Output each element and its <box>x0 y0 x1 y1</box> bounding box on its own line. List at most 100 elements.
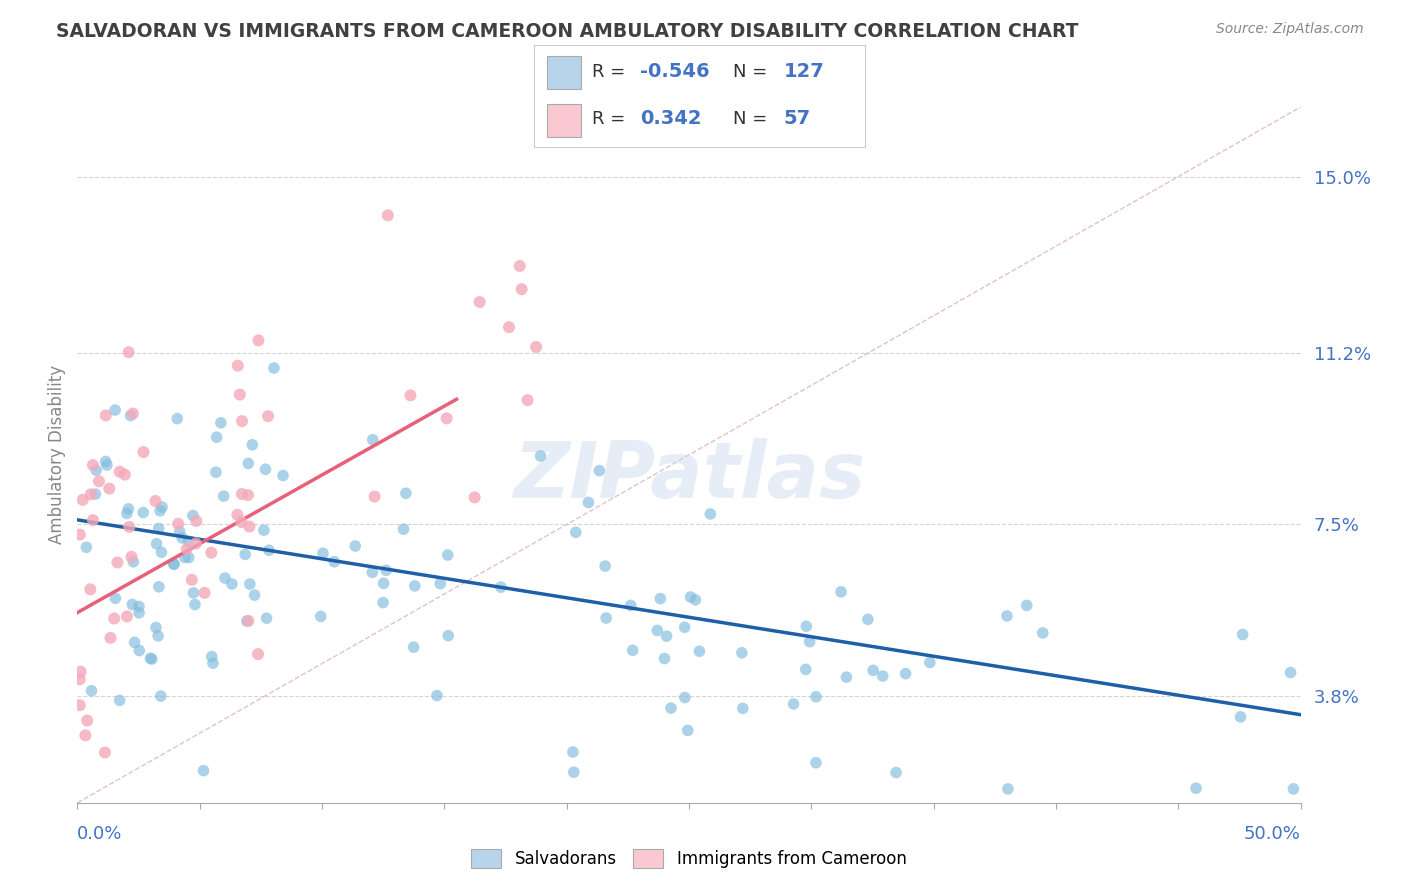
Point <box>498 320 520 334</box>
Point <box>247 647 270 661</box>
Point <box>673 620 696 634</box>
Point <box>107 556 129 570</box>
Text: N =: N = <box>733 110 772 128</box>
Point <box>79 582 101 597</box>
Point <box>87 475 110 489</box>
Point <box>995 608 1018 623</box>
Point <box>655 629 678 643</box>
Point <box>588 464 610 478</box>
Point <box>468 295 491 310</box>
Point <box>344 539 367 553</box>
Text: R =: R = <box>592 110 631 128</box>
Point <box>884 765 907 780</box>
Point <box>229 387 252 401</box>
Point <box>361 433 384 447</box>
Point <box>167 516 190 531</box>
Point <box>593 559 616 574</box>
Point <box>104 403 127 417</box>
Point <box>84 463 107 477</box>
Point <box>98 482 121 496</box>
FancyBboxPatch shape <box>547 104 581 137</box>
Point <box>128 606 150 620</box>
Point <box>169 524 191 539</box>
Point <box>679 590 702 604</box>
Text: N =: N = <box>733 62 772 81</box>
Point <box>180 573 202 587</box>
Point <box>231 414 253 428</box>
Point <box>1229 710 1251 724</box>
Point <box>254 462 277 476</box>
Point <box>1015 599 1038 613</box>
Point <box>830 585 852 599</box>
Point <box>856 612 879 626</box>
Point <box>150 500 173 514</box>
Point <box>565 525 588 540</box>
Point <box>124 635 146 649</box>
Y-axis label: Ambulatory Disability: Ambulatory Disability <box>48 366 66 544</box>
Point <box>69 665 91 679</box>
Point <box>177 550 200 565</box>
Point <box>80 683 103 698</box>
Point <box>139 651 162 665</box>
Point <box>121 549 143 564</box>
Point <box>75 728 97 742</box>
FancyBboxPatch shape <box>547 56 581 88</box>
Point <box>685 592 707 607</box>
Point <box>212 489 235 503</box>
Point <box>166 411 188 425</box>
Point <box>894 666 917 681</box>
Point <box>69 672 91 686</box>
Point <box>145 494 167 508</box>
Point <box>731 701 754 715</box>
Point <box>794 662 817 676</box>
Point <box>238 457 260 471</box>
Point <box>94 454 117 468</box>
Point <box>804 756 827 770</box>
Point <box>464 491 486 505</box>
Point <box>862 664 884 678</box>
Point <box>436 548 458 562</box>
Point <box>654 651 676 665</box>
Point <box>72 492 94 507</box>
Point <box>184 598 207 612</box>
Point <box>804 690 827 704</box>
Point <box>128 599 150 614</box>
Point <box>676 723 699 738</box>
Point <box>510 282 533 296</box>
Point <box>794 619 817 633</box>
Point <box>271 468 294 483</box>
Point <box>146 629 169 643</box>
Point <box>150 545 173 559</box>
Point <box>231 487 253 501</box>
Point <box>247 334 270 348</box>
Point <box>193 764 215 778</box>
Point <box>437 629 460 643</box>
Text: SALVADORAN VS IMMIGRANTS FROM CAMEROON AMBULATORY DISABILITY CORRELATION CHART: SALVADORAN VS IMMIGRANTS FROM CAMEROON A… <box>56 22 1078 41</box>
Point <box>1185 781 1208 796</box>
Point <box>148 521 170 535</box>
Point <box>659 701 682 715</box>
Point <box>176 542 198 557</box>
Point <box>1282 781 1305 796</box>
Point <box>524 340 547 354</box>
Point <box>177 534 200 549</box>
Point <box>918 656 941 670</box>
Point <box>108 693 131 707</box>
Point <box>731 646 754 660</box>
Point <box>183 586 205 600</box>
Point <box>80 487 103 501</box>
Point <box>429 576 451 591</box>
Point <box>193 586 215 600</box>
Point <box>253 523 276 537</box>
Point <box>117 501 139 516</box>
Point <box>516 393 538 408</box>
Point <box>172 531 194 545</box>
Point <box>595 611 617 625</box>
Text: Source: ZipAtlas.com: Source: ZipAtlas.com <box>1216 22 1364 37</box>
Point <box>650 591 672 606</box>
Point <box>263 361 285 376</box>
Point <box>201 649 224 664</box>
Point <box>226 359 249 373</box>
Point <box>1032 626 1054 640</box>
Point <box>96 458 118 472</box>
